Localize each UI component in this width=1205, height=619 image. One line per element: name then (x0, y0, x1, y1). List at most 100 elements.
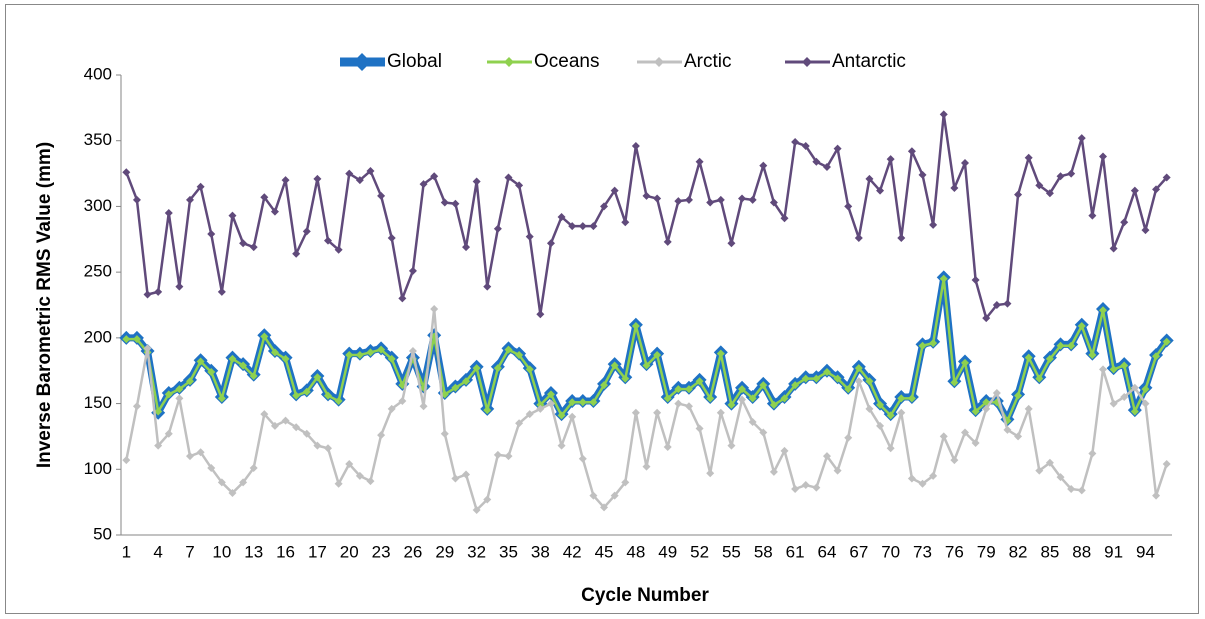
data-point (684, 402, 693, 411)
data-point (175, 385, 184, 394)
data-point (610, 186, 619, 195)
data-point (1130, 186, 1139, 195)
chart-border (5, 4, 1199, 614)
data-point (663, 237, 672, 246)
data-point (706, 469, 715, 478)
data-point (175, 394, 184, 403)
data-point (568, 398, 577, 407)
data-point (1098, 365, 1107, 374)
data-point (663, 442, 672, 451)
data-point (992, 389, 1001, 398)
data-point (430, 304, 439, 313)
data-point (748, 195, 757, 204)
data-point (154, 407, 163, 416)
data-point (483, 406, 492, 415)
data-point (281, 176, 290, 185)
data-point (122, 456, 131, 465)
data-point (578, 454, 587, 463)
legend-label: Oceans (534, 51, 599, 72)
data-point (334, 479, 343, 488)
data-point (631, 322, 640, 331)
data-point (355, 350, 364, 359)
legend-marker (353, 53, 371, 71)
x-tick-label: 16 (276, 542, 295, 561)
data-point (939, 432, 948, 441)
data-point (186, 195, 195, 204)
y-tick-label: 400 (84, 64, 112, 83)
data-point (196, 182, 205, 191)
x-tick-label: 7 (185, 542, 194, 561)
x-tick-label: 61 (786, 542, 805, 561)
x-tick-label: 20 (340, 542, 359, 561)
data-point (631, 408, 640, 417)
data-point (377, 191, 386, 200)
data-point (631, 141, 640, 150)
data-point (907, 394, 916, 403)
data-point (971, 276, 980, 285)
x-tick-label: 76 (945, 542, 964, 561)
data-point (419, 180, 428, 189)
data-point (525, 365, 534, 374)
data-point (854, 364, 863, 373)
data-point (801, 481, 810, 490)
data-point (132, 335, 141, 344)
data-point (1077, 486, 1086, 495)
data-point (822, 452, 831, 461)
data-point (557, 212, 566, 221)
data-point (292, 391, 301, 400)
data-point (812, 157, 821, 166)
data-point (536, 310, 545, 319)
data-point (876, 186, 885, 195)
data-point (270, 421, 279, 430)
data-point (1024, 353, 1033, 362)
data-point (1035, 374, 1044, 383)
data-point (1067, 341, 1076, 350)
data-point (313, 373, 322, 382)
x-tick-label: 45 (595, 542, 614, 561)
x-tick-label: 23 (372, 542, 391, 561)
data-point (313, 174, 322, 183)
data-point (239, 361, 248, 370)
data-point (398, 294, 407, 303)
data-point (844, 433, 853, 442)
data-point (759, 428, 768, 437)
data-point (1035, 466, 1044, 475)
data-point (727, 400, 736, 409)
data-point (738, 194, 747, 203)
data-point (164, 209, 173, 217)
x-tick-label: 26 (403, 542, 422, 561)
y-tick-label: 250 (84, 262, 112, 281)
data-point (769, 400, 778, 409)
data-point (1077, 134, 1086, 143)
y-axis-title: Inverse Barometric RMS Value (mm) (34, 142, 55, 468)
data-point (196, 357, 205, 366)
data-point (578, 398, 587, 407)
data-point (1152, 185, 1161, 194)
data-point (610, 491, 619, 500)
data-point (568, 222, 577, 231)
data-point (727, 441, 736, 450)
data-point (791, 381, 800, 390)
data-point (695, 377, 704, 386)
legend-label: Antarctic (832, 51, 906, 72)
data-point (939, 110, 948, 119)
data-point (345, 350, 354, 359)
data-point (780, 394, 789, 403)
data-point (207, 368, 216, 377)
legend-label: Global (387, 51, 442, 72)
data-point (769, 467, 778, 476)
data-point (324, 391, 333, 400)
data-point (1152, 491, 1161, 500)
data-point (1109, 399, 1118, 408)
data-point (536, 404, 545, 413)
data-point (621, 478, 630, 487)
data-point (281, 416, 290, 425)
data-point (684, 385, 693, 394)
x-tick-label: 67 (849, 542, 868, 561)
data-point (387, 233, 396, 242)
data-point (695, 157, 704, 166)
data-point (960, 159, 969, 168)
data-point (1077, 322, 1086, 331)
